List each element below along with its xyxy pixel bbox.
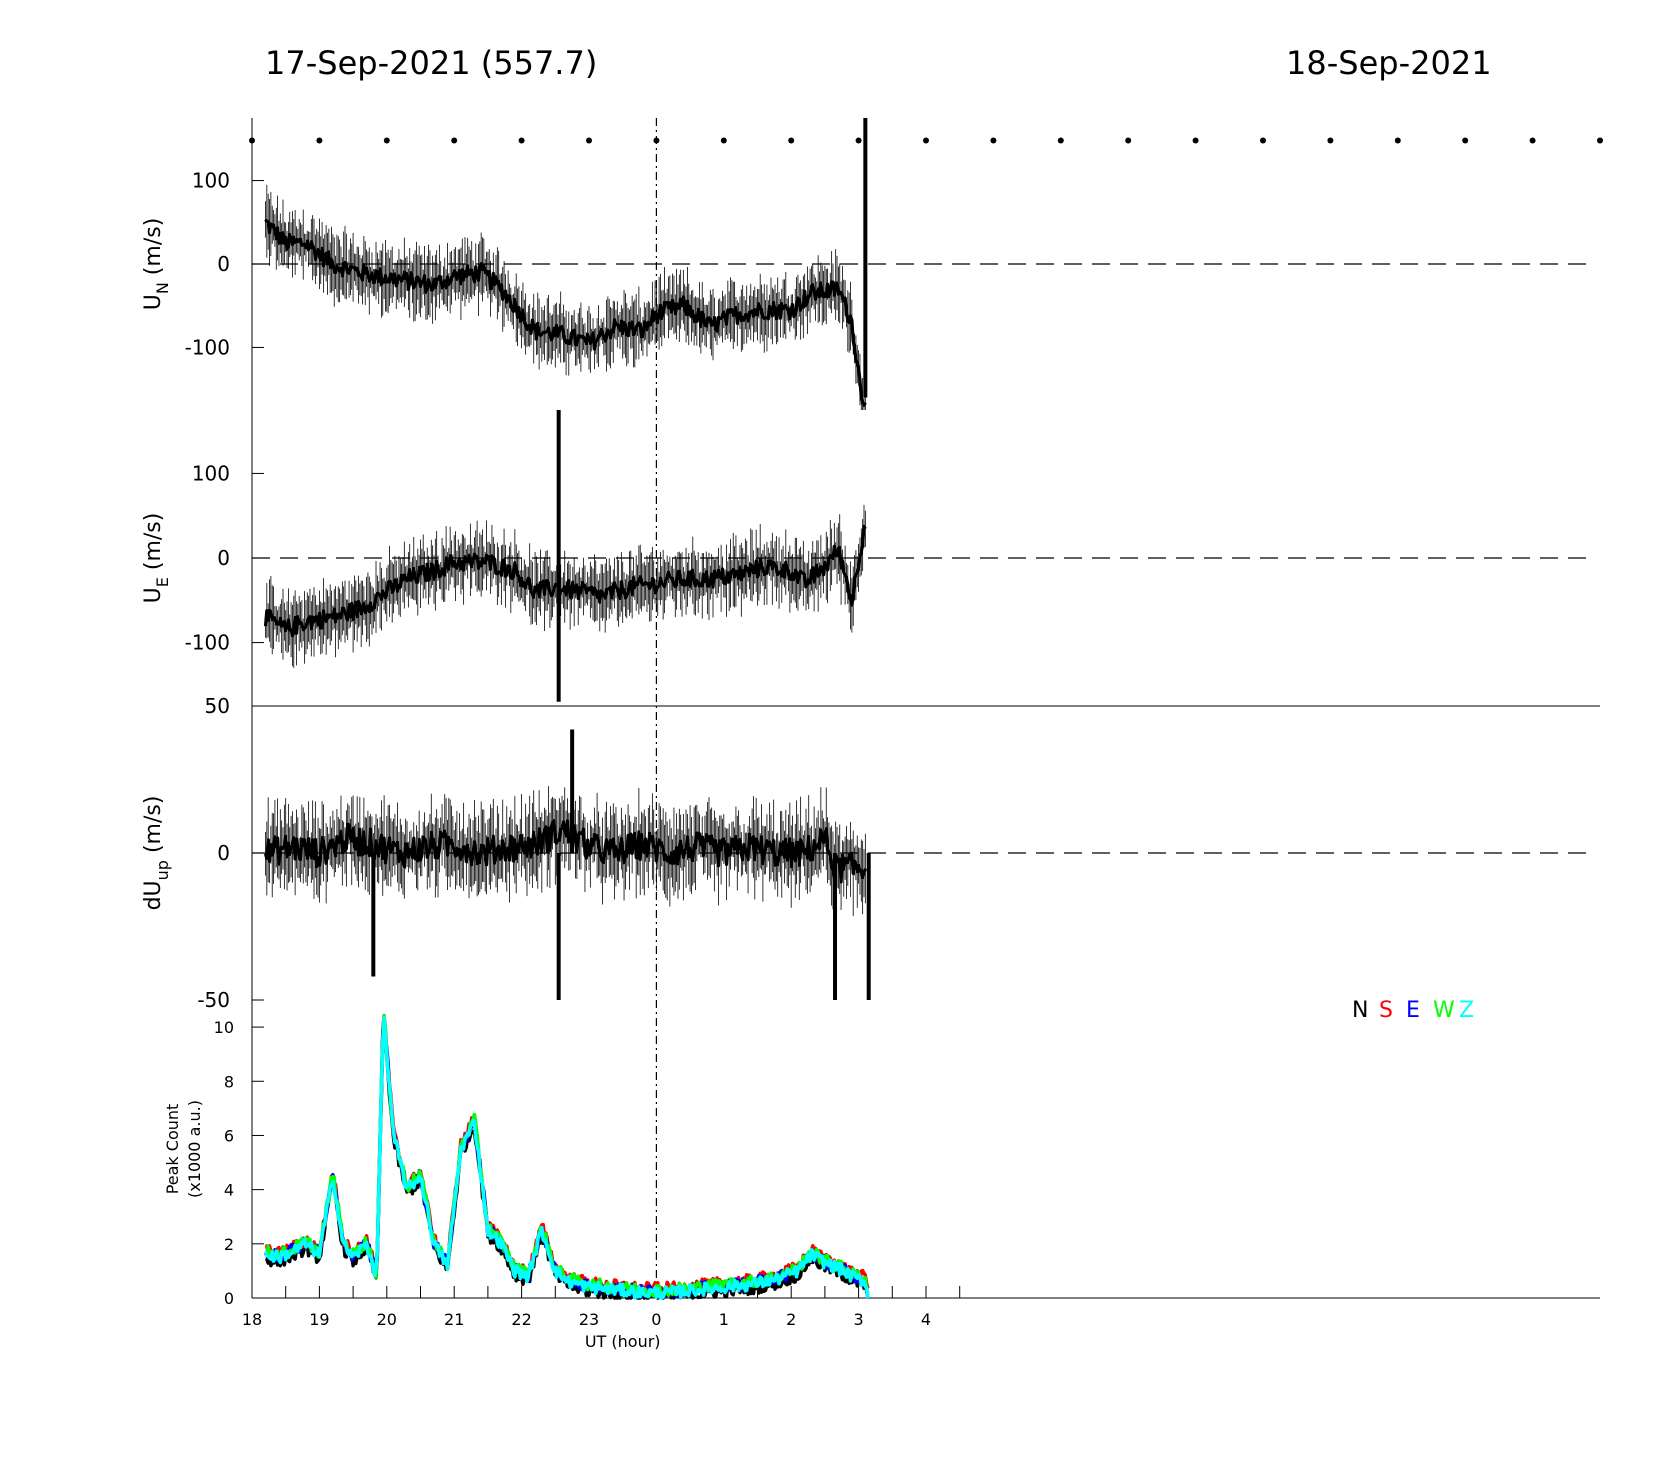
y-tick-label-north-wind: -100	[185, 335, 230, 359]
y-axis-label-north-wind: UN (m/s)	[141, 218, 172, 311]
x-tick-label: 2	[786, 1310, 796, 1329]
legend-entry-W: W	[1433, 998, 1455, 1023]
marker-dot	[1597, 137, 1603, 144]
marker-dot	[586, 137, 592, 144]
marker-dot	[249, 137, 255, 144]
x-tick-label: 1	[719, 1310, 729, 1329]
marker-dot	[1529, 137, 1536, 144]
y-tick-label-north-wind: 0	[217, 252, 230, 276]
marker-dot	[1260, 137, 1266, 144]
y-tick-label-peak-count: 6	[224, 1126, 234, 1145]
marker-dot	[1125, 137, 1132, 144]
y-tick-label-vertical-wind: -50	[197, 988, 230, 1012]
y-tick-label-east-wind: 100	[192, 461, 230, 485]
y-tick-label-peak-count: 4	[224, 1181, 234, 1200]
marker-dot	[518, 137, 525, 144]
y-tick-label-peak-count: 8	[224, 1072, 234, 1091]
y-tick-label-peak-count: 2	[224, 1235, 234, 1254]
y-tick-label-north-wind: 100	[192, 169, 230, 193]
marker-dot	[990, 137, 997, 144]
y-tick-label-peak-count: 10	[214, 1018, 234, 1037]
marker-dot	[383, 137, 390, 144]
legend-entry-E: E	[1406, 998, 1420, 1023]
series-line-east-wind	[263, 524, 867, 638]
marker-dot	[653, 137, 660, 144]
x-tick-label: 20	[377, 1310, 397, 1329]
marker-dot	[1394, 137, 1401, 144]
y-tick-label-vertical-wind: 50	[205, 694, 230, 718]
legend-entry-Z: Z	[1459, 998, 1474, 1023]
x-tick-label: 18	[242, 1310, 262, 1329]
x-tick-label: 3	[854, 1310, 864, 1329]
legend-entry-N: N	[1352, 998, 1368, 1023]
marker-dot	[788, 137, 795, 144]
x-tick-label: 21	[444, 1310, 464, 1329]
y-tick-label-east-wind: 0	[217, 546, 230, 570]
marker-dot	[316, 137, 323, 144]
x-tick-label: 4	[921, 1310, 931, 1329]
marker-dot	[855, 137, 862, 144]
x-tick-label: 0	[651, 1310, 661, 1329]
marker-dot	[1462, 137, 1469, 144]
chart-title-left: 17-Sep-2021 (557.7)	[265, 44, 598, 82]
y-axis-label-peak-count-unit: (x1000 a.u.)	[185, 1100, 204, 1198]
marker-dot	[1192, 137, 1199, 144]
series-line-vertical-wind	[263, 818, 867, 884]
marker-dot	[451, 137, 458, 144]
series-line-north-wind	[264, 218, 867, 407]
chart-title-right: 18-Sep-2021	[1286, 44, 1492, 82]
legend-entry-S: S	[1379, 998, 1393, 1023]
marker-dot	[1327, 137, 1334, 144]
y-tick-label-vertical-wind: 0	[217, 841, 230, 865]
marker-dot	[1057, 137, 1064, 144]
marker-dot	[720, 137, 727, 144]
x-tick-label: 19	[309, 1310, 329, 1329]
y-axis-label-east-wind: UE (m/s)	[141, 513, 172, 604]
x-tick-label: 23	[579, 1310, 599, 1329]
y-axis-label-peak-count: Peak Count	[163, 1104, 182, 1195]
x-tick-label: 22	[511, 1310, 531, 1329]
y-axis-label-vertical-wind: dUup (m/s)	[141, 796, 172, 911]
series-line-Z	[263, 1015, 870, 1300]
x-axis-label: UT (hour)	[585, 1332, 661, 1351]
series-line-N	[265, 1027, 870, 1300]
marker-dot	[923, 137, 929, 144]
y-tick-label-peak-count: 0	[224, 1289, 234, 1308]
y-tick-label-east-wind: -100	[185, 631, 230, 655]
